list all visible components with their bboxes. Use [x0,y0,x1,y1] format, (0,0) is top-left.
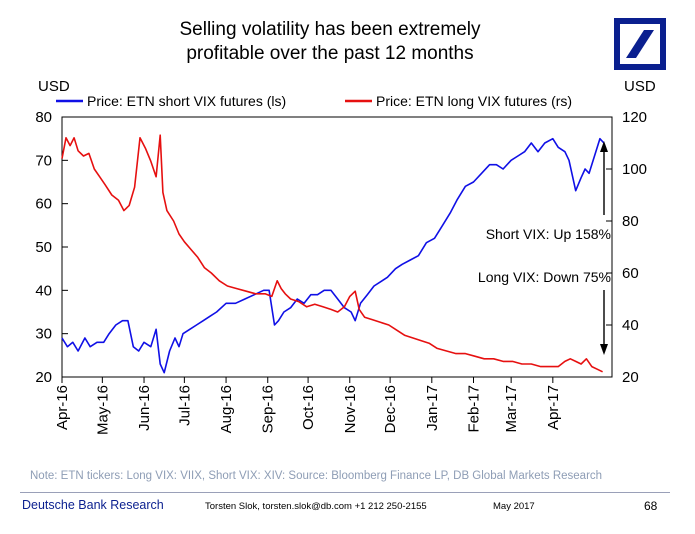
deutsche-bank-logo [614,18,666,70]
x-tick-label: Mar-17 [503,385,520,433]
left-tick-label: 60 [35,196,52,213]
x-tick-label: Sep-16 [260,385,277,433]
x-tick-label: Oct-16 [300,385,317,430]
chart-legend: Price: ETN short VIX futures (ls) Price: … [56,93,572,109]
short-vix-series-line [61,137,605,374]
right-tick-label: 120 [622,109,647,126]
left-axis-unit: USD [38,78,70,95]
x-tick-label: Jun-16 [136,385,153,431]
x-tick-label: Apr-17 [545,385,562,430]
logo-slash-icon [626,30,654,58]
footer-date: May 2017 [493,501,535,512]
left-tick-label: 40 [35,282,52,299]
x-tick-label: Feb-17 [465,385,482,433]
x-tick-label: Jan-17 [424,385,441,431]
long-vix-arrow-head [600,344,608,355]
plot-frame [61,116,613,378]
chart-annotations: Short VIX: Up 158% Long VIX: Down 75% [478,141,611,355]
chart-title-line-2: profitable over the past 12 months [186,43,474,64]
left-tick-label: 20 [35,369,52,386]
short-vix-arrow-head [600,141,608,152]
chart-title: Selling volatility has been extremely pr… [110,18,550,66]
page-number: 68 [644,499,658,513]
footer-brand: Deutsche Bank Research [22,498,164,512]
x-tick-label: Aug-16 [218,385,235,433]
x-tick-label: Apr-16 [54,385,71,430]
right-tick-label: 40 [622,317,639,334]
long-vix-series-line [61,134,603,373]
logo-frame [620,24,660,64]
footer-contact: Torsten Slok, torsten.slok@db.com +1 212… [205,501,427,512]
x-tick-label: Jul-16 [176,385,193,426]
left-tick-label: 30 [35,326,52,343]
chart-axes: 20 30 40 50 60 70 80 20 40 60 80 100 120 Apr-16 May-16… [35,109,647,435]
right-tick-label: 100 [622,161,647,178]
x-tick-label: May-16 [94,385,111,435]
legend-label-long-vix: Price: ETN long VIX futures (rs) [376,93,572,109]
left-tick-label: 80 [35,109,52,126]
short-vix-annotation: Short VIX: Up 158% [486,226,611,242]
left-tick-label: 50 [35,239,52,256]
right-tick-label: 60 [622,265,639,282]
legend-label-short-vix: Price: ETN short VIX futures (ls) [87,93,286,109]
left-tick-label: 70 [35,152,52,169]
right-tick-label: 80 [622,213,639,230]
right-axis-unit: USD [624,78,656,95]
right-tick-label: 20 [622,369,639,386]
source-note: Note: ETN tickers: Long VIX: VIIX, Short… [30,470,603,482]
footer-divider [20,492,670,493]
x-tick-label: Dec-16 [382,385,399,433]
long-vix-annotation: Long VIX: Down 75% [478,269,611,285]
x-tick-label: Nov-16 [342,385,359,433]
chart-series-layer [61,134,605,374]
chart-title-line-1: Selling volatility has been extremely [179,19,481,40]
